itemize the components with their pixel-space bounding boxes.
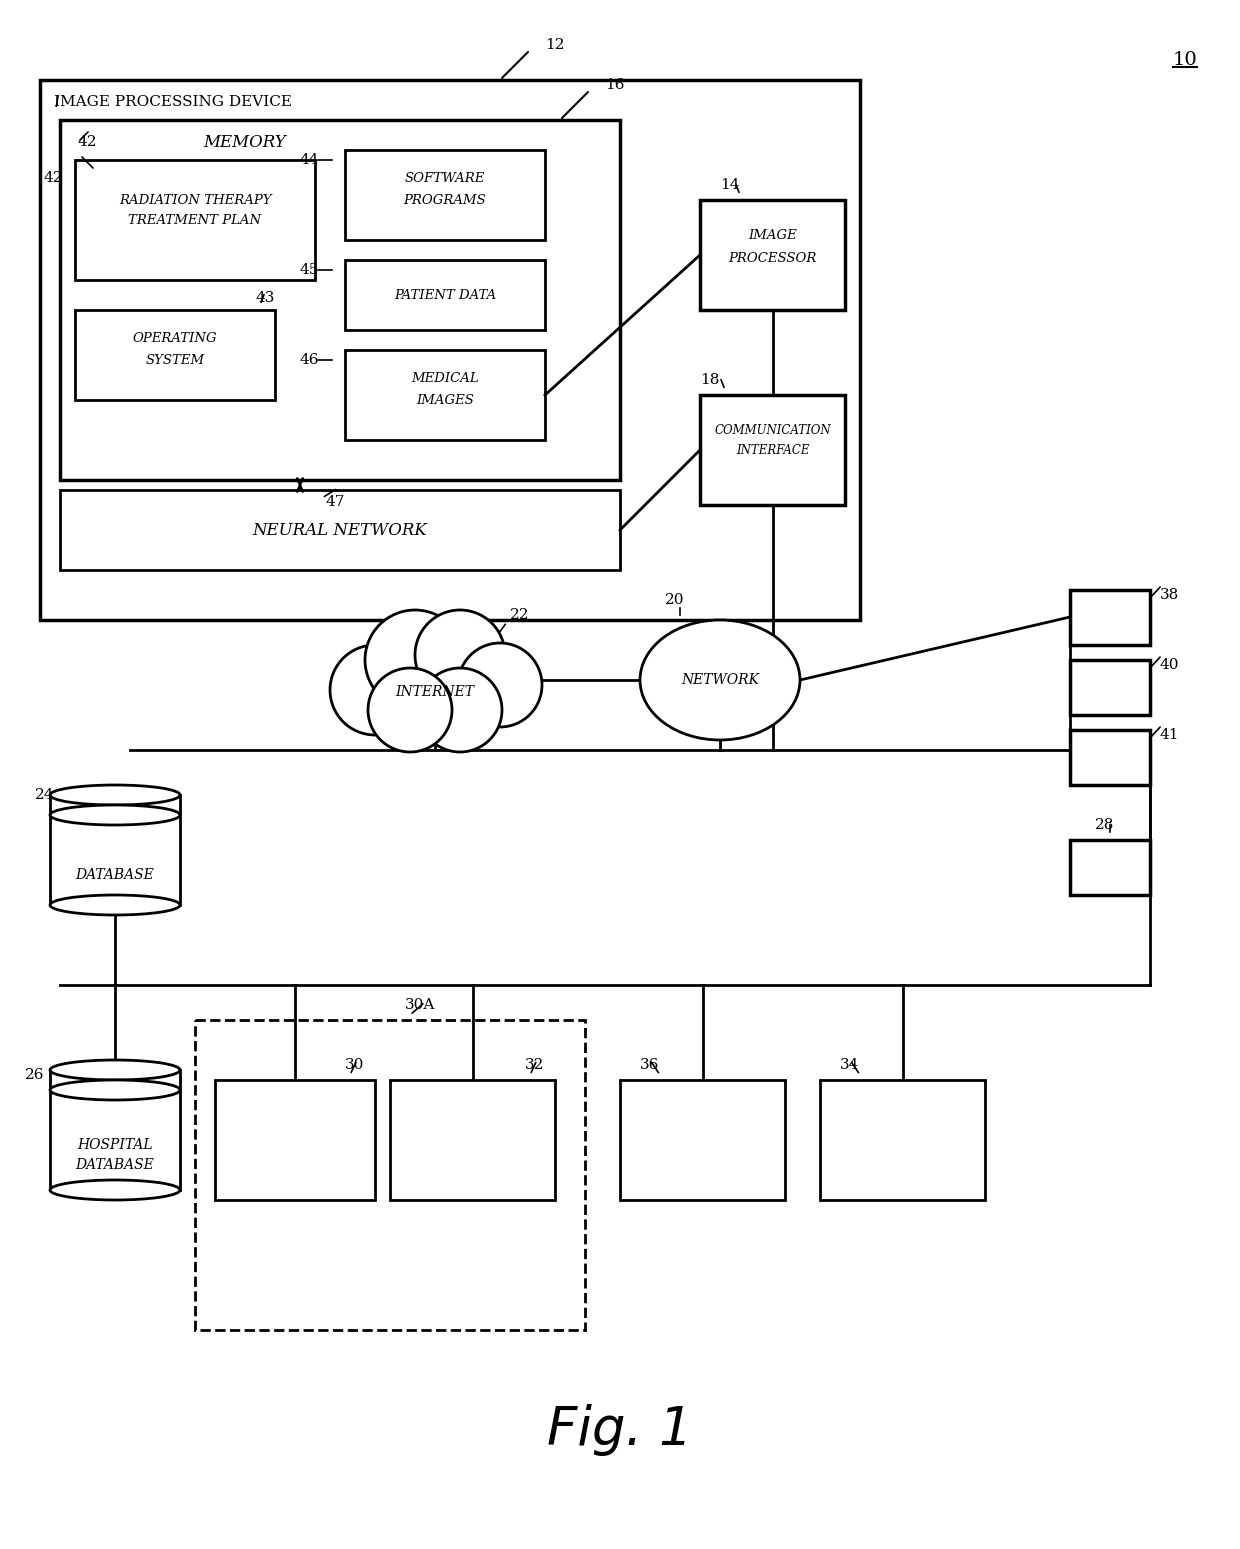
Text: 24: 24 bbox=[35, 788, 55, 802]
Text: PROGRAMS: PROGRAMS bbox=[404, 194, 486, 206]
Text: IMAGE PROCESSING DEVICE: IMAGE PROCESSING DEVICE bbox=[55, 94, 291, 108]
Text: DEVICE: DEVICE bbox=[875, 1135, 930, 1148]
Text: 10: 10 bbox=[1173, 51, 1198, 70]
Bar bbox=[215, 1080, 374, 1200]
Text: COMMUNICATION: COMMUNICATION bbox=[714, 423, 831, 437]
Text: NETWORK: NETWORK bbox=[681, 672, 759, 688]
Text: IMAGE: IMAGE bbox=[448, 1109, 497, 1121]
Text: DATABASE: DATABASE bbox=[76, 867, 154, 881]
Text: RADIATION THERAPY: RADIATION THERAPY bbox=[119, 194, 272, 206]
Text: 20: 20 bbox=[665, 593, 684, 607]
Circle shape bbox=[330, 644, 420, 734]
Text: 40: 40 bbox=[1159, 658, 1179, 672]
Text: 36: 36 bbox=[640, 1058, 660, 1072]
Text: PATIENT DATA: PATIENT DATA bbox=[394, 288, 496, 302]
Text: MEMORY: MEMORY bbox=[203, 133, 286, 150]
Text: RADIATION: RADIATION bbox=[254, 1109, 336, 1121]
Text: 43: 43 bbox=[255, 291, 275, 305]
Bar bbox=[195, 1019, 585, 1331]
Text: 26: 26 bbox=[25, 1067, 45, 1083]
Text: OPERATING: OPERATING bbox=[133, 331, 217, 344]
Text: 47: 47 bbox=[325, 496, 345, 510]
Bar bbox=[1070, 840, 1149, 895]
Text: S2: S2 bbox=[1097, 678, 1122, 696]
Bar bbox=[60, 489, 620, 570]
Circle shape bbox=[415, 610, 505, 700]
Ellipse shape bbox=[640, 620, 800, 740]
Text: 34: 34 bbox=[841, 1058, 859, 1072]
Text: 30: 30 bbox=[345, 1058, 365, 1072]
Text: THERAPY: THERAPY bbox=[262, 1131, 329, 1145]
Text: 28: 28 bbox=[1095, 818, 1115, 832]
Text: S1: S1 bbox=[1097, 609, 1122, 626]
Bar bbox=[50, 1070, 180, 1190]
Circle shape bbox=[458, 643, 542, 726]
Circle shape bbox=[368, 668, 453, 751]
Text: 16: 16 bbox=[605, 77, 625, 91]
Text: HOSPITAL: HOSPITAL bbox=[77, 1139, 153, 1152]
Text: IMAGE: IMAGE bbox=[748, 229, 797, 242]
Text: DEVICE: DEVICE bbox=[268, 1154, 322, 1166]
Text: 44: 44 bbox=[300, 153, 320, 167]
Bar bbox=[701, 395, 844, 505]
Text: S3: S3 bbox=[1097, 748, 1122, 767]
Text: SYSTEM: SYSTEM bbox=[145, 353, 205, 367]
Text: DATABASE: DATABASE bbox=[76, 1159, 154, 1173]
Ellipse shape bbox=[50, 1080, 180, 1100]
Text: 38: 38 bbox=[1159, 589, 1179, 603]
Bar bbox=[345, 260, 546, 330]
Text: 32: 32 bbox=[526, 1058, 544, 1072]
Text: 14: 14 bbox=[720, 178, 740, 192]
Bar bbox=[40, 81, 861, 620]
Ellipse shape bbox=[50, 785, 180, 805]
Ellipse shape bbox=[50, 1180, 180, 1200]
Text: ACQUISITION: ACQUISITION bbox=[424, 1131, 522, 1145]
Text: SOFTWARE: SOFTWARE bbox=[404, 172, 485, 184]
Text: DEVICE: DEVICE bbox=[445, 1154, 500, 1166]
Text: INTERFACE: INTERFACE bbox=[661, 1135, 744, 1148]
Text: PROCESSOR: PROCESSOR bbox=[728, 251, 817, 265]
Text: INTERNET: INTERNET bbox=[396, 685, 475, 699]
Bar bbox=[620, 1080, 785, 1200]
Text: I: I bbox=[55, 94, 60, 110]
Ellipse shape bbox=[50, 1060, 180, 1080]
Bar bbox=[60, 119, 620, 480]
Circle shape bbox=[418, 668, 502, 751]
Text: 12: 12 bbox=[546, 39, 564, 53]
Text: 42: 42 bbox=[43, 170, 63, 184]
Text: Fig. 1: Fig. 1 bbox=[547, 1403, 693, 1456]
Text: 42: 42 bbox=[78, 135, 98, 149]
Text: OIS: OIS bbox=[1091, 858, 1128, 877]
Ellipse shape bbox=[50, 895, 180, 915]
Text: 22: 22 bbox=[510, 609, 529, 623]
Circle shape bbox=[365, 610, 465, 709]
Bar bbox=[345, 350, 546, 440]
Bar bbox=[1070, 590, 1149, 644]
Text: USER: USER bbox=[682, 1114, 723, 1126]
Text: MEDICAL: MEDICAL bbox=[412, 372, 479, 384]
Text: 46: 46 bbox=[300, 353, 320, 367]
Text: TREATMENT PLAN: TREATMENT PLAN bbox=[129, 214, 262, 226]
Text: NEURAL NETWORK: NEURAL NETWORK bbox=[253, 522, 428, 539]
Bar bbox=[345, 150, 546, 240]
Ellipse shape bbox=[50, 805, 180, 826]
Text: 45: 45 bbox=[300, 263, 320, 277]
Bar bbox=[74, 310, 275, 400]
Bar bbox=[74, 160, 315, 280]
Bar bbox=[1070, 730, 1149, 785]
Text: INTERFACE: INTERFACE bbox=[735, 443, 810, 457]
Text: 18: 18 bbox=[701, 373, 719, 387]
Text: IMAGES: IMAGES bbox=[417, 393, 474, 406]
Bar bbox=[391, 1080, 556, 1200]
Bar bbox=[701, 200, 844, 310]
Text: DISPLAY: DISPLAY bbox=[872, 1114, 932, 1126]
Text: 30A: 30A bbox=[405, 998, 435, 1011]
Bar bbox=[1070, 660, 1149, 716]
Text: 41: 41 bbox=[1159, 728, 1179, 742]
Bar bbox=[50, 795, 180, 905]
Bar bbox=[820, 1080, 985, 1200]
